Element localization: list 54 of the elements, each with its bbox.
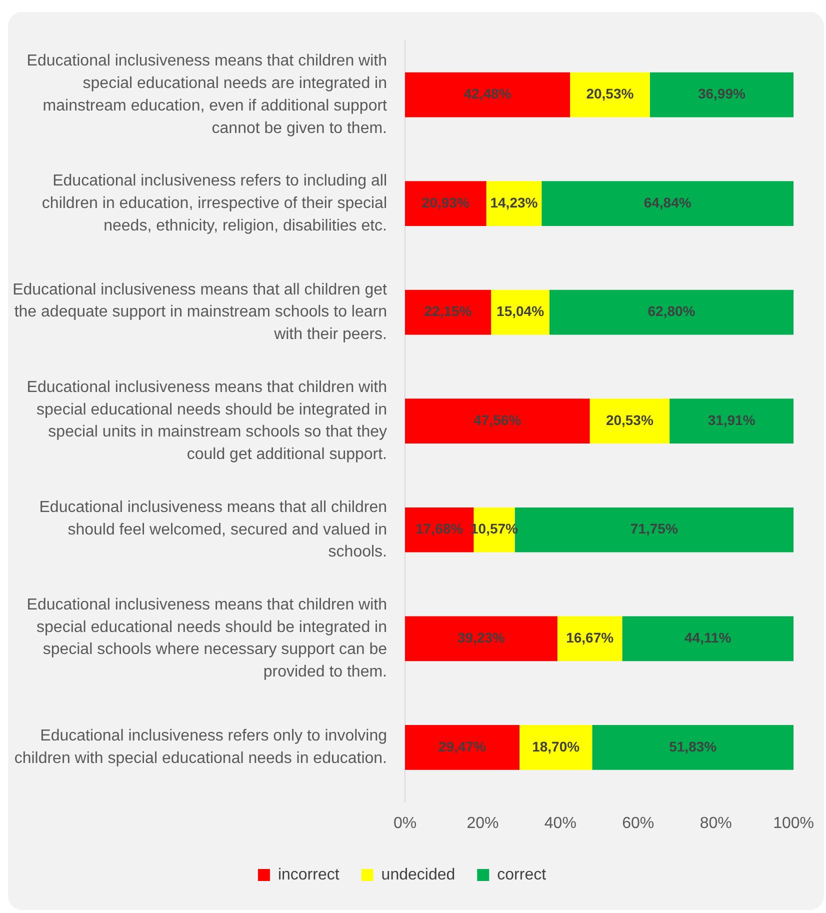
- x-tick-label: 100%: [773, 814, 814, 832]
- bar: [670, 398, 794, 444]
- bar: [622, 616, 794, 662]
- data-label: 62,80%: [648, 303, 696, 320]
- data-label: 31,91%: [708, 412, 756, 428]
- x-tick-label: 20%: [466, 814, 499, 832]
- bar: [570, 72, 650, 118]
- data-label: 16,67%: [566, 630, 614, 646]
- bar: [405, 72, 570, 118]
- bar: [405, 398, 590, 444]
- data-label: 18,70%: [532, 738, 580, 754]
- data-label: 44,11%: [684, 630, 732, 646]
- y-tick-label: Educational inclusiveness means that children with special educational needs are integrated in mainstream education, even if additional support cannot be given to them.: [26, 52, 388, 137]
- data-label: 64,84%: [644, 194, 692, 210]
- data-label: 42,48%: [464, 86, 512, 102]
- data-label: 29,47%: [438, 738, 487, 754]
- bar: [520, 724, 592, 770]
- data-label: 47,56%: [474, 412, 522, 428]
- legend-label: incorrect: [278, 866, 340, 884]
- y-tick-label: Educational inclusiveness refers to including all children in education, irrespective of their special needs, ethnicity, religion, disabilities etc.: [42, 172, 387, 234]
- x-tick-label: 80%: [700, 814, 732, 832]
- data-label: 20,93%: [422, 194, 470, 210]
- x-tick-label: 40%: [544, 814, 576, 832]
- bar: [405, 616, 558, 662]
- data-label: 14,23%: [490, 194, 538, 210]
- data-label: 20,53%: [586, 86, 634, 102]
- bar: [405, 181, 486, 226]
- bar: [592, 724, 794, 770]
- bar: [590, 398, 670, 444]
- data-label: 17,68%: [416, 520, 464, 537]
- bar: [491, 290, 550, 335]
- x-tick-label: 0%: [393, 814, 417, 832]
- bar: [486, 181, 542, 226]
- x-tick-label: 60%: [622, 814, 654, 832]
- bar: [405, 724, 520, 770]
- data-label: 15,04%: [496, 303, 545, 320]
- data-label: 39,23%: [457, 630, 506, 646]
- y-tick-label: Educational inclusiveness means that all children get the adequate support in mainstream schools to learn with their peers.: [12, 281, 388, 344]
- y-tick-label: Educational inclusiveness means that children with special educational needs should be integrated in special schools where necessary support can be provided to them.: [26, 596, 388, 681]
- data-label: 51,83%: [669, 738, 718, 754]
- legend-label: undecided: [381, 866, 456, 884]
- data-label: 71,75%: [630, 520, 678, 537]
- data-label: 20,53%: [606, 412, 654, 428]
- bar: [405, 290, 492, 335]
- legend-label: correct: [497, 866, 547, 884]
- y-tick-label: Educational inclusiveness means that all children should feel welcomed, secured and valued in schools.: [39, 498, 387, 561]
- bar: [549, 290, 794, 335]
- y-tick-label: Educational inclusiveness means that children with special educational needs should be integrated in special units in mainstream schools so that they could get additional support.: [26, 378, 387, 464]
- data-label: 36,99%: [698, 86, 746, 102]
- bar: [650, 72, 794, 118]
- data-label: 22,15%: [424, 303, 472, 320]
- bar: [557, 616, 622, 662]
- y-tick-label: Educational inclusiveness refers only to involving children with special educational needs in education.: [14, 728, 387, 768]
- bar: [542, 181, 794, 226]
